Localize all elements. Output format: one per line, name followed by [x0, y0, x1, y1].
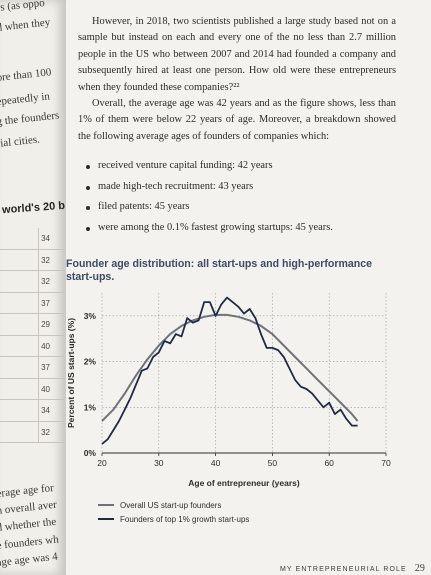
table-row: 29 [0, 314, 64, 336]
left-page-fragment: n overall aver [0, 498, 58, 517]
table-row: 34 [0, 400, 64, 422]
main-page: However, in 2018, two scientists publish… [66, 0, 431, 575]
table-cell: 29 [41, 320, 50, 329]
list-item: made high-tech recruitment: 43 years [78, 181, 333, 202]
table-cell: 34 [41, 406, 50, 415]
left-page-fragment: epeatedly in [0, 90, 51, 108]
table-cell: 37 [41, 298, 50, 308]
left-page-fragment: d when they [0, 16, 51, 34]
x-axis-label: Age of entrepreneur (years) [188, 478, 300, 488]
table-row: 32 [0, 249, 64, 271]
left-page-fragment: e founders wh [0, 533, 60, 552]
table-row: 40 [0, 378, 64, 400]
table-row: 37 [0, 357, 64, 379]
table-cell: 40 [41, 384, 50, 394]
legend-swatch [98, 504, 114, 506]
left-page: rs (as oppo d when they ore than 100 epe… [0, 0, 66, 575]
table-row: 34 [0, 228, 64, 250]
table-row: 40 [0, 335, 64, 357]
y-tick-label: 2% [84, 357, 97, 367]
paragraph-findings: Overall, the average age was 42 years an… [78, 98, 396, 142]
series-line-overall [101, 313, 359, 422]
legend-label: Overall US start-up founders [120, 500, 222, 510]
left-page-fragment: d whether the [0, 515, 57, 534]
y-tick-label: 1% [84, 402, 97, 412]
left-page-fragment: ore than 100 [0, 66, 52, 84]
table-cell: 40 [41, 341, 50, 351]
chart-axes [101, 293, 386, 454]
bullet-list: received venture capital funding: 42 yea… [78, 160, 333, 242]
chart-legend: Overall US start-up founders Founders of… [98, 498, 249, 526]
legend-swatch [98, 518, 114, 520]
x-tick-label: 60 [324, 458, 334, 468]
left-page-fragment: age age was 4 [0, 550, 59, 569]
left-page-fragment: rial cities. [0, 133, 41, 150]
left-page-fragment: g the founders [0, 109, 60, 128]
y-axis-label: Percent of US start-ups (%) [66, 318, 76, 428]
table-cell: 34 [41, 234, 50, 243]
legend-item-top-growth: Founders of top 1% growth start-ups [98, 512, 249, 526]
left-page-table: 34 32 32 37 29 40 37 40 34 32 [0, 228, 64, 443]
list-item: were among the 0.1% fastest growing star… [78, 222, 333, 243]
left-page-fragment: rs (as oppo [0, 0, 46, 14]
table-cell: 32 [41, 427, 50, 437]
x-tick-label: 40 [211, 458, 221, 468]
table-row: 32 [0, 421, 64, 443]
x-tick-label: 20 [97, 458, 107, 468]
legend-item-overall: Overall US start-up founders [98, 498, 249, 512]
page-footer: MY ENTREPRENEURIAL ROLE 29 [280, 563, 425, 574]
table-row: 32 [0, 271, 64, 293]
table-cell: 37 [41, 363, 50, 372]
chart-grid [102, 293, 387, 453]
founder-age-chart: 20 30 40 50 60 70 0% 1% 2% 3% Percent of US start… [66, 293, 391, 488]
table-cell: 32 [41, 255, 50, 265]
running-footer: MY ENTREPRENEURIAL ROLE [280, 566, 407, 573]
left-page-table-heading: world's 20 b [1, 199, 66, 217]
x-tick-label: 30 [154, 458, 164, 468]
list-item: filed patents: 45 years [78, 201, 333, 222]
chart-ticks: 20 30 40 50 60 70 0% 1% 2% 3% [84, 311, 391, 468]
paragraph-intro: However, in 2018, two scientists publish… [78, 16, 396, 93]
series-line-top-growth [101, 296, 358, 445]
left-page-fragment: erage age for [0, 481, 55, 500]
list-item: received venture capital funding: 42 yea… [78, 160, 333, 181]
page-number: 29 [414, 563, 425, 574]
chart-lines [101, 296, 359, 445]
legend-label: Founders of top 1% growth start-ups [120, 514, 250, 524]
x-tick-label: 50 [268, 458, 278, 468]
table-row: 37 [0, 292, 64, 314]
y-tick-label: 0% [84, 448, 97, 458]
chart-title: Founder age distribution: all start-ups … [66, 258, 373, 283]
table-cell: 32 [41, 277, 50, 286]
y-tick-label: 3% [84, 311, 97, 321]
x-tick-label: 70 [381, 458, 391, 468]
